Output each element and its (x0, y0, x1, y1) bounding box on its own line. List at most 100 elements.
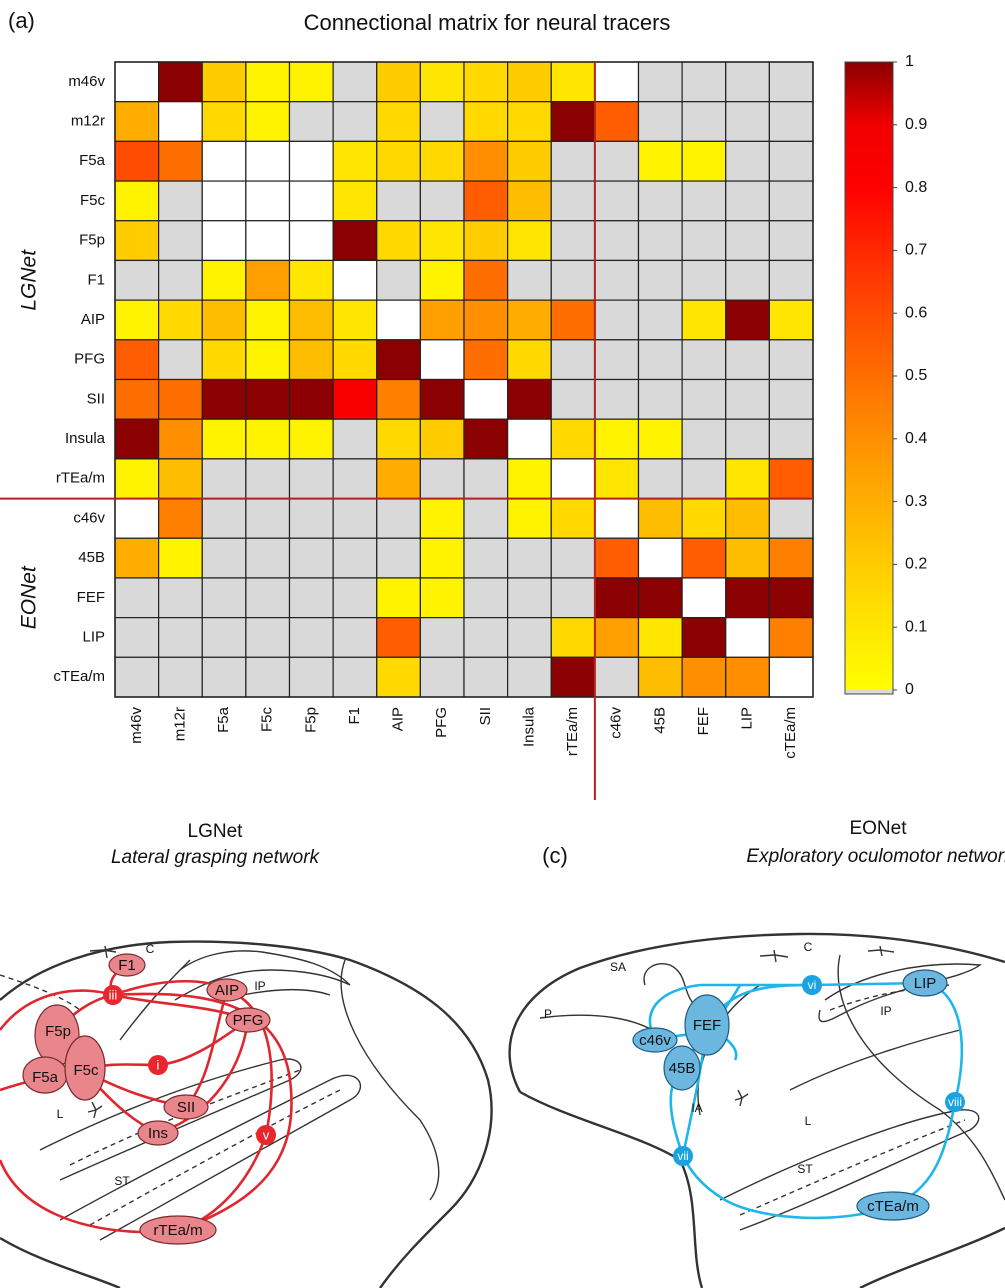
group-label: LGNet (18, 249, 41, 311)
cell (377, 419, 421, 459)
cell (420, 181, 464, 221)
cell (333, 260, 377, 300)
column-label: F5a (215, 706, 232, 733)
cell (769, 380, 813, 420)
figure: (a) Connectional matrix for neural trace… (0, 0, 1005, 1288)
cell (508, 578, 552, 618)
cell (159, 618, 203, 658)
cell (682, 181, 726, 221)
cell (159, 300, 203, 340)
cell (202, 260, 246, 300)
colorbar-tick-label: 0.9 (905, 116, 927, 133)
cell (420, 578, 464, 618)
cell (115, 340, 159, 380)
cell (682, 380, 726, 420)
cell (464, 340, 508, 380)
cell (464, 62, 508, 102)
sulcus-label: SA (610, 960, 626, 974)
cell (508, 62, 552, 102)
cell (726, 499, 770, 539)
cell (595, 419, 639, 459)
cell (769, 578, 813, 618)
cell (333, 499, 377, 539)
cell (595, 181, 639, 221)
cell (639, 499, 683, 539)
cell (464, 538, 508, 578)
region-label: SII (177, 1099, 195, 1116)
sulcus-label: ST (797, 1162, 813, 1176)
hub-label: vi (808, 978, 817, 992)
cell (595, 62, 639, 102)
cell (769, 499, 813, 539)
cell (726, 181, 770, 221)
cell (115, 459, 159, 499)
column-label: AIP (390, 707, 407, 731)
cell (769, 181, 813, 221)
row-label: rTEa/m (56, 470, 105, 487)
region-label: Ins (148, 1125, 168, 1142)
cell (159, 221, 203, 261)
cell (639, 102, 683, 142)
cell (595, 221, 639, 261)
cell (377, 141, 421, 181)
cell (726, 260, 770, 300)
diagram-title: LGNet (188, 821, 244, 842)
cell (290, 102, 334, 142)
column-label: cTEa/m (782, 707, 799, 759)
cell (682, 221, 726, 261)
sulcus-fundus (740, 985, 965, 1215)
cell (551, 499, 595, 539)
cell (420, 419, 464, 459)
region-label: F1 (118, 957, 136, 974)
cell (159, 538, 203, 578)
cell (595, 102, 639, 142)
cell (159, 141, 203, 181)
cell (726, 380, 770, 420)
cell (464, 300, 508, 340)
cell (639, 618, 683, 658)
region-label: 45B (669, 1060, 696, 1077)
cell (290, 340, 334, 380)
cell (159, 380, 203, 420)
cell (115, 657, 159, 697)
region-label: AIP (215, 982, 239, 999)
diagram-subtitle: Lateral grasping network (111, 847, 321, 868)
row-label: F5p (79, 232, 105, 249)
cell (377, 657, 421, 697)
region-label: LIP (914, 975, 937, 992)
cell (159, 102, 203, 142)
cell (202, 141, 246, 181)
cell (246, 578, 290, 618)
cell (595, 300, 639, 340)
cell (202, 499, 246, 539)
cell (115, 578, 159, 618)
cell (377, 221, 421, 261)
cell (377, 62, 421, 102)
cell (551, 300, 595, 340)
sulcus-label: ST (114, 1174, 130, 1188)
cell (115, 62, 159, 102)
cell (202, 657, 246, 697)
cell (726, 62, 770, 102)
sulcus-label: L (805, 1114, 812, 1128)
row-label: Insula (65, 430, 106, 447)
cell (464, 102, 508, 142)
row-label: c46v (73, 509, 105, 526)
row-label: AIP (81, 311, 105, 328)
cell (639, 340, 683, 380)
cell (551, 578, 595, 618)
cell (290, 657, 334, 697)
cell (290, 260, 334, 300)
cell (246, 459, 290, 499)
hub-label: viii (948, 1095, 962, 1109)
cell (639, 657, 683, 697)
cell (726, 618, 770, 658)
row-label: F5c (80, 192, 106, 209)
cell (726, 221, 770, 261)
cell (769, 300, 813, 340)
cell (377, 102, 421, 142)
colorbar-tick-label: 0.7 (905, 242, 927, 259)
cell (508, 618, 552, 658)
cell (595, 459, 639, 499)
cell (508, 459, 552, 499)
